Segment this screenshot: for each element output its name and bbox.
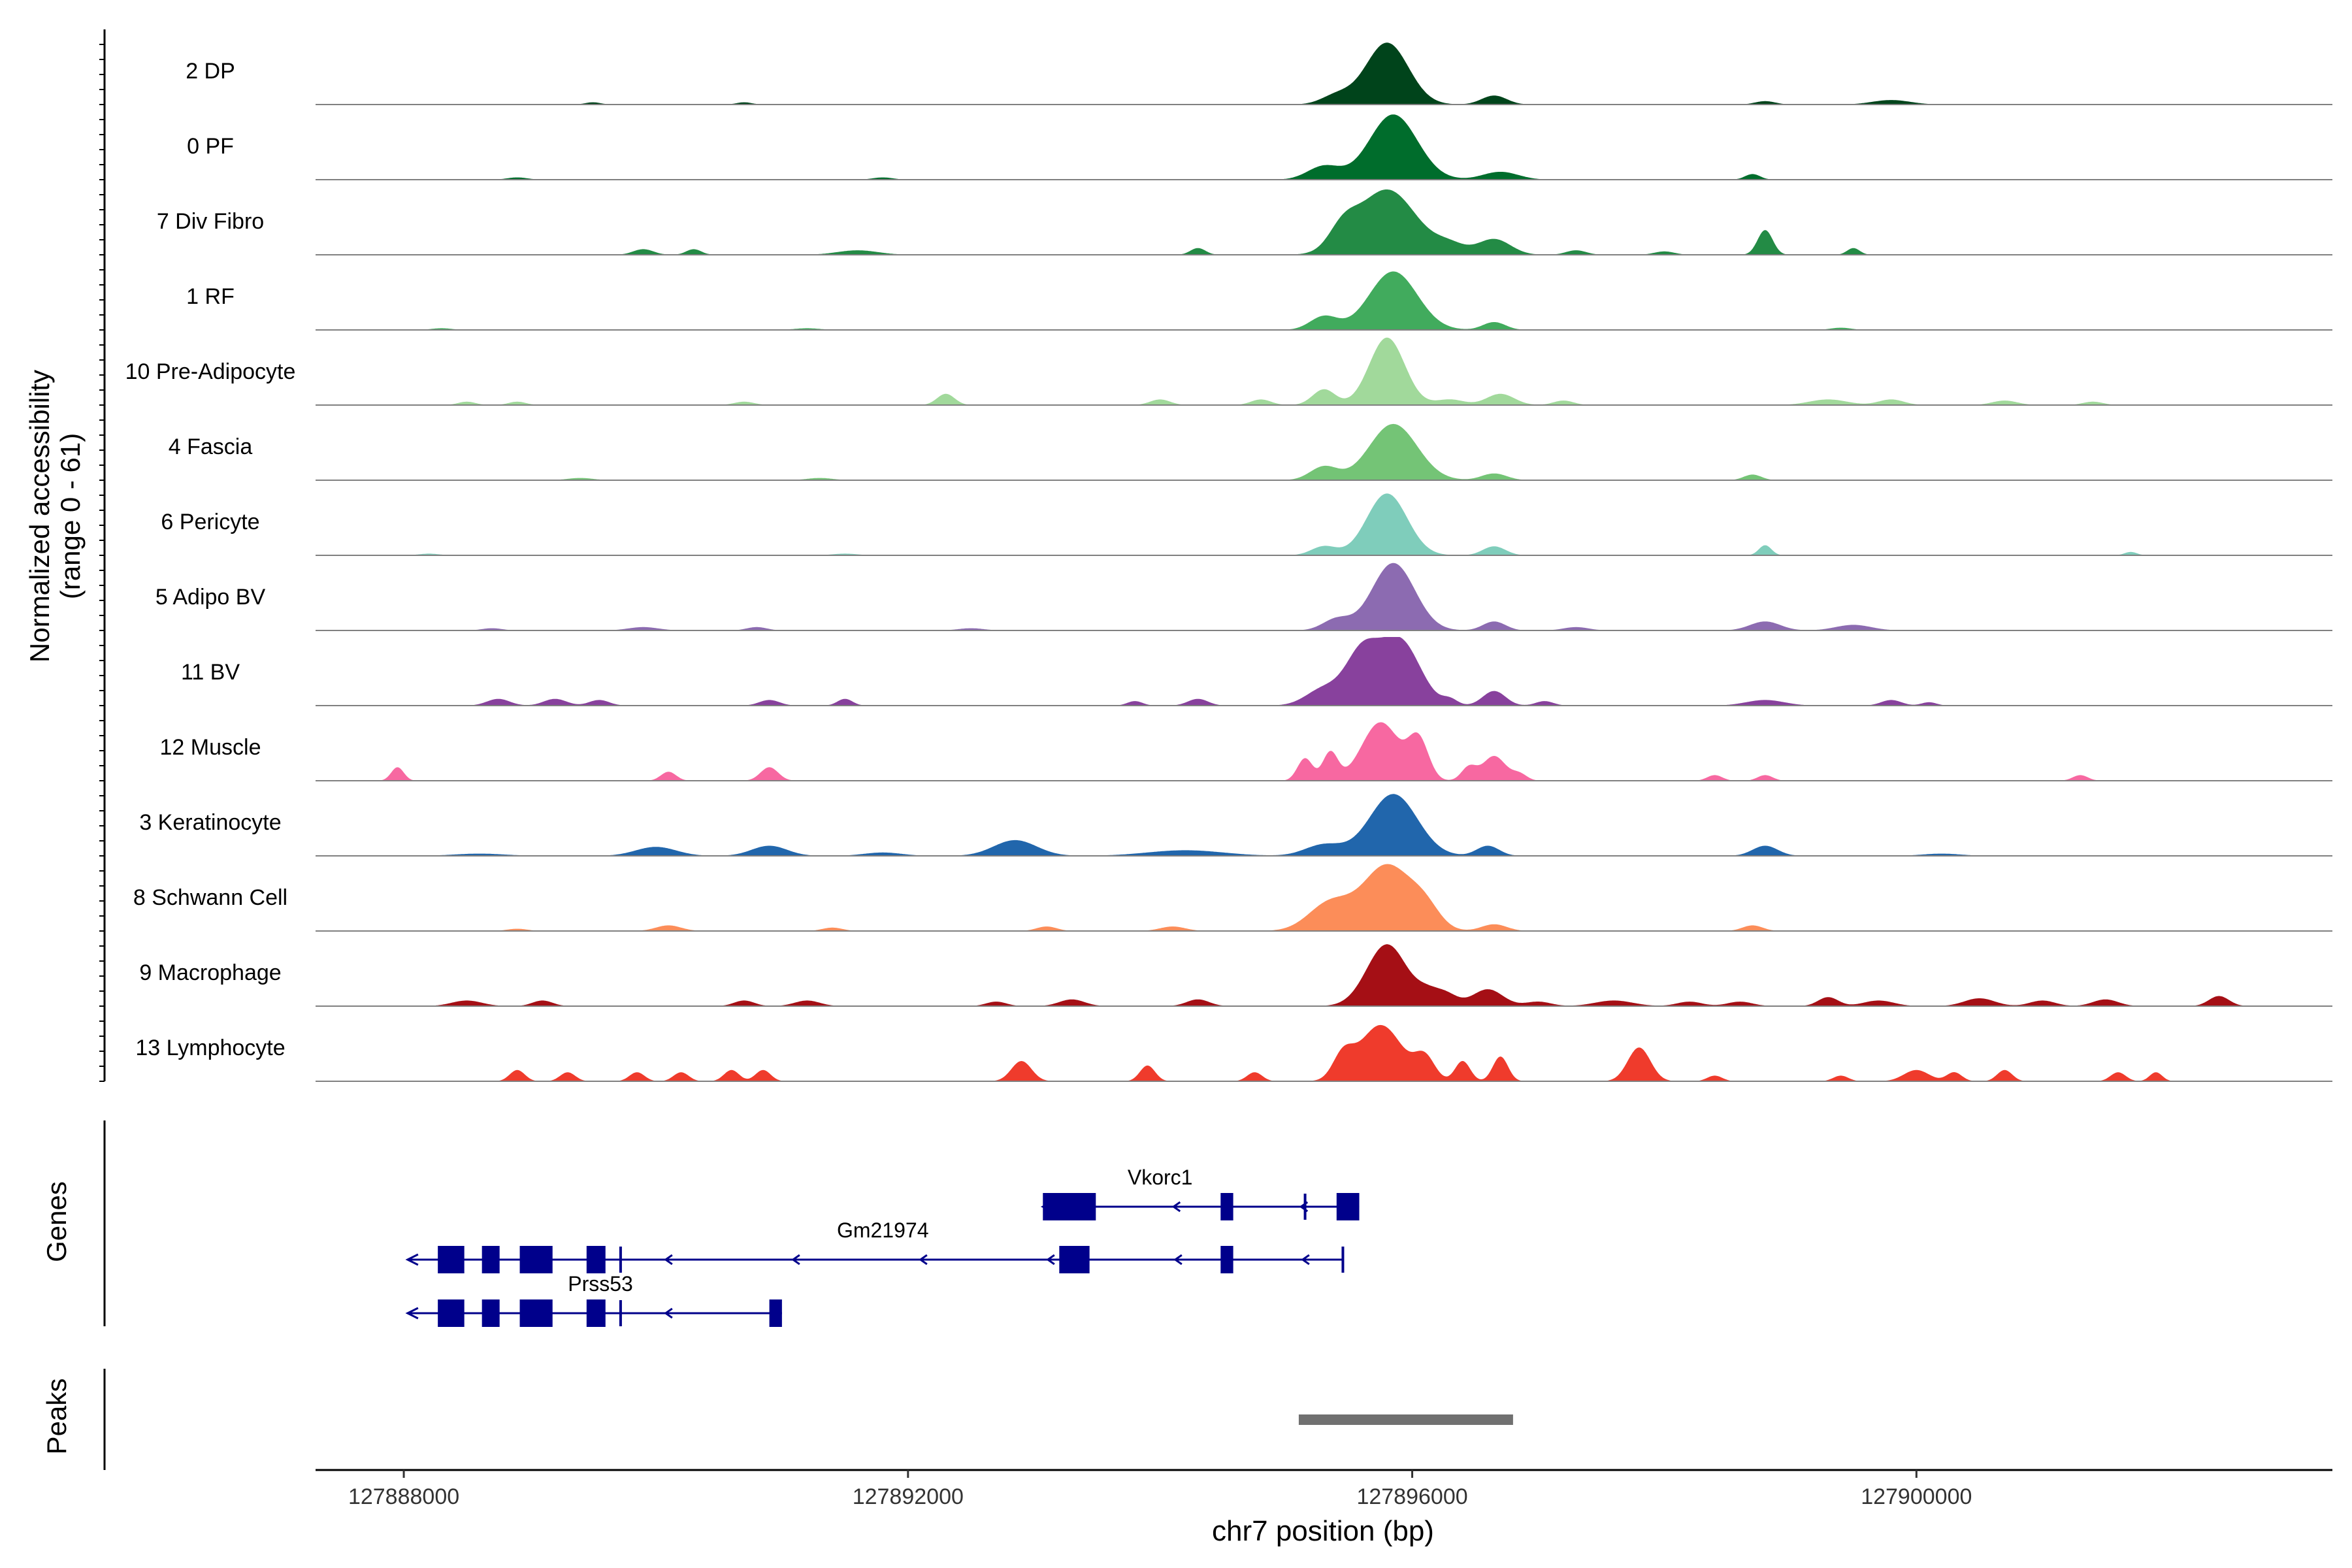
exon [438, 1246, 465, 1273]
exon [1043, 1193, 1096, 1220]
track-label: 3 Keratinocyte [139, 810, 281, 835]
axes: Normalized accessibility (range 0 - 61) … [24, 29, 2332, 1547]
coverage-area [316, 864, 2332, 931]
gene-annotation-track: Vkorc1 Gm21974 Prss53 [103, 1120, 1360, 1327]
exon [1220, 1193, 1233, 1220]
coverage-area [316, 637, 2332, 706]
exon [519, 1246, 553, 1273]
track-1: 2 DP [186, 42, 2332, 105]
track-label: 1 RF [186, 284, 235, 309]
track-5: 10 Pre-Adipocyte [125, 337, 2332, 406]
coverage-area [316, 189, 2332, 255]
strand-chevron [1171, 1201, 1181, 1213]
coverage-area [316, 114, 2332, 180]
track-6: 4 Fascia [169, 423, 2332, 481]
exon [482, 1299, 500, 1327]
track-label: 7 Div Fibro [157, 209, 264, 234]
gene-label: Gm21974 [837, 1218, 929, 1242]
exon [519, 1299, 553, 1327]
coverage-area [316, 1024, 2332, 1081]
gene-prss53: Prss53 [405, 1272, 782, 1327]
coverage-area [316, 423, 2332, 480]
track-12: 8 Schwann Cell [133, 864, 2332, 932]
track-13: 9 Macrophage [139, 944, 2332, 1007]
track-11: 3 Keratinocyte [139, 794, 2332, 857]
track-label: 5 Adipo BV [155, 585, 266, 610]
strand-chevron [791, 1254, 800, 1266]
strand-chevron [1301, 1254, 1310, 1266]
peaks-track [103, 1369, 1513, 1470]
track-label: 8 Schwann Cell [133, 885, 287, 910]
y-axis-title-line1: Normalized accessibility [24, 370, 55, 662]
gene-vkorc1: Vkorc1 [1040, 1166, 1360, 1220]
strand-chevron [1173, 1254, 1183, 1266]
track-label: 10 Pre-Adipocyte [125, 359, 296, 384]
track-label: 12 Muscle [160, 735, 261, 760]
track-3: 7 Div Fibro [157, 189, 2332, 255]
track-label: 13 Lymphocyte [135, 1036, 285, 1060]
gene-label: Prss53 [568, 1272, 633, 1296]
gene-label: Vkorc1 [1128, 1166, 1193, 1189]
coverage-tracks: 2 DP 0 PF 7 Div Fibro 1 RF 10 Pre-Adipocyte 4… [125, 42, 2332, 1082]
strand-chevron [1046, 1254, 1055, 1266]
gene-gm21974: Gm21974 [405, 1218, 1345, 1273]
strand-chevron [664, 1254, 673, 1266]
x-tick-label: 127896000 [1356, 1484, 1467, 1509]
exon [1059, 1246, 1090, 1273]
x-tick-label: 127900000 [1861, 1484, 1972, 1509]
track-2: 0 PF [187, 114, 2332, 180]
x-tick-label: 127888000 [348, 1484, 459, 1509]
exon [1220, 1246, 1233, 1273]
exon [586, 1299, 606, 1327]
track-7: 6 Pericyte [161, 493, 2332, 556]
peaks-axis-title: Peaks [41, 1379, 72, 1455]
exon [482, 1246, 500, 1273]
genes-axis-title: Genes [41, 1181, 72, 1262]
strand-arrow [405, 1307, 419, 1320]
coverage-area [316, 271, 2332, 330]
track-8: 5 Adipo BV [155, 563, 2332, 631]
track-label: 9 Macrophage [139, 960, 281, 985]
peak-region [1298, 1414, 1513, 1425]
strand-chevron [919, 1254, 928, 1266]
track-9: 11 BV [181, 637, 2332, 706]
exon [1336, 1193, 1360, 1220]
track-4: 1 RF [186, 271, 2332, 331]
x-tick-label: 127892000 [853, 1484, 964, 1509]
track-label: 11 BV [181, 660, 240, 685]
x-axis-title: chr7 position (bp) [1212, 1515, 1434, 1547]
y-axis-title-line2: (range 0 - 61) [55, 433, 86, 599]
track-label: 6 Pericyte [161, 510, 259, 534]
track-label: 0 PF [187, 134, 234, 159]
strand-arrow [405, 1253, 419, 1266]
strand-chevron [664, 1307, 673, 1319]
track-label: 2 DP [186, 59, 235, 84]
track-label: 4 Fascia [169, 434, 253, 459]
exon [586, 1246, 606, 1273]
exon [769, 1299, 782, 1327]
track-14: 13 Lymphocyte [135, 1024, 2332, 1082]
coverage-area [316, 722, 2332, 781]
coverage-area [316, 337, 2332, 405]
track-10: 12 Muscle [160, 722, 2332, 781]
exon [438, 1299, 465, 1327]
